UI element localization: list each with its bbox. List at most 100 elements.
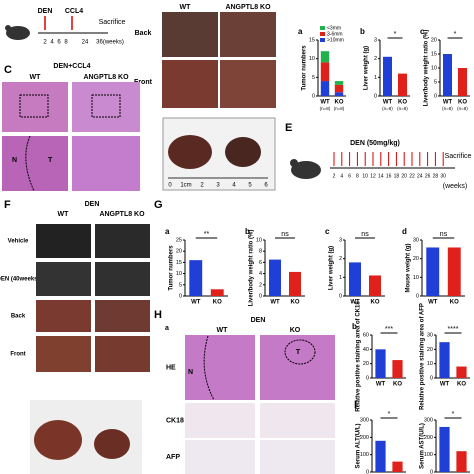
- y-tick-label: 0: [374, 93, 377, 99]
- bar-segment: [320, 81, 330, 96]
- image: [95, 300, 150, 332]
- image: [185, 440, 255, 474]
- row-label: Back: [11, 314, 26, 320]
- panel-label: H: [154, 309, 162, 321]
- bar: [375, 440, 386, 472]
- legend-swatch: [320, 38, 325, 42]
- panel-sublabel: c: [420, 27, 425, 36]
- histology-image: [72, 82, 140, 132]
- y-tick-label: 200: [360, 435, 369, 441]
- bar: [439, 342, 450, 378]
- image: [185, 335, 255, 400]
- panel-sublabel: b: [360, 27, 365, 36]
- mouse-icon: [291, 161, 321, 179]
- t-label: T: [296, 349, 301, 356]
- photo: [162, 60, 218, 108]
- x-tick-label: KO: [213, 300, 222, 306]
- y-axis-label: Liver/body weight ratio (%): [249, 230, 255, 307]
- legend-swatch: [320, 26, 325, 30]
- wt-label: WT: [58, 211, 70, 218]
- timeline-tick: 30: [440, 173, 446, 179]
- y-tick-label: 20: [363, 361, 369, 367]
- photo: [162, 12, 218, 57]
- timeline-tick: 22: [409, 173, 415, 179]
- row-label: HE: [166, 364, 176, 371]
- x-tick-label: KO: [398, 100, 407, 106]
- n-label: N: [12, 157, 17, 164]
- y-axis-label: Relative positive staining area of CK18: [356, 301, 362, 412]
- significance-label: *: [452, 411, 455, 418]
- x-tick-label: WT: [320, 100, 330, 106]
- histology-image: [72, 136, 140, 191]
- y-tick-label: 0: [416, 293, 419, 299]
- y-tick-label: 1: [339, 275, 342, 281]
- ruler-label: 4: [232, 183, 236, 189]
- y-tick-label: 8: [259, 249, 262, 255]
- timeline-tick: 4: [340, 173, 343, 179]
- image: [260, 403, 335, 438]
- x-tick-label: WT: [443, 100, 453, 106]
- y-tick-label: 6: [259, 260, 262, 266]
- histology-image: [2, 136, 68, 191]
- significance-label: ****: [448, 326, 459, 333]
- timeline-tick: 4: [50, 40, 54, 46]
- y-tick-label: 30: [427, 332, 433, 338]
- image: [36, 336, 91, 372]
- back-label: Back: [135, 30, 152, 37]
- x-tick-label: WT: [270, 300, 280, 306]
- ko-label: ANGPTL8 KO: [225, 4, 271, 11]
- mouse-icon: [6, 26, 30, 40]
- y-tick-label: 300: [424, 417, 433, 423]
- image: [185, 403, 255, 438]
- wt-label: WT: [217, 327, 229, 334]
- bar: [392, 360, 403, 378]
- x-tick-label: KO: [450, 300, 459, 306]
- boundary: [284, 339, 316, 365]
- y-tick-label: 100: [360, 452, 369, 458]
- histology-image: [2, 82, 68, 132]
- x-tick-label: WT: [383, 100, 393, 106]
- treatment-label: DEN (50mg/kg): [350, 140, 400, 147]
- significance-label: *: [394, 31, 397, 38]
- sample-size: (n=8): [397, 106, 408, 111]
- timeline-tick: 18: [394, 173, 400, 179]
- liver: [34, 420, 82, 460]
- timeline-top: DEN CCL4 Sacrifice 2 4 6 8 24 36(weeks): [5, 8, 126, 46]
- timeline-tick: 8: [64, 40, 68, 46]
- ko-label: ANGPTL8 KO: [99, 211, 145, 218]
- y-tick-label: 15: [431, 51, 437, 57]
- panel-sublabel: b: [245, 227, 250, 236]
- bar: [375, 349, 386, 378]
- significance-label: **: [204, 231, 210, 238]
- unit-label: (weeks): [443, 183, 468, 190]
- y-tick-label: 200: [424, 435, 433, 441]
- y-tick-label: 0: [339, 293, 342, 299]
- photos-top: WT ANGPTL8 KO Back Front 0 1cm 2 3 4 5 6: [134, 4, 276, 191]
- y-tick-label: 60: [363, 332, 369, 338]
- significance-label: ns: [361, 231, 369, 238]
- timeline-tick: 12: [370, 173, 376, 179]
- boundary: [25, 135, 35, 192]
- y-tick-label: 10: [309, 56, 315, 62]
- bar-segment: [334, 84, 344, 93]
- ko-label: KO: [290, 327, 301, 334]
- y-tick-label: 0: [434, 93, 437, 99]
- y-tick-label: 3: [374, 37, 377, 43]
- zoom-box: [91, 94, 121, 118]
- timeline-tick: 20: [401, 173, 407, 179]
- y-tick-label: 0: [259, 293, 262, 299]
- x-tick-label: KO: [291, 300, 300, 306]
- bar: [458, 68, 467, 96]
- photo: [220, 60, 276, 108]
- y-axis-label: Relative positive staining area of AFP: [420, 303, 426, 410]
- bar: [392, 461, 403, 472]
- liver: [168, 135, 212, 169]
- significance-label: *: [388, 411, 391, 418]
- bar: [439, 426, 450, 472]
- timeline-tick: 36(weeks): [96, 40, 124, 46]
- y-tick-label: 5: [434, 79, 437, 85]
- bar: [398, 73, 407, 96]
- y-tick-label: 100: [424, 452, 433, 458]
- image: [36, 262, 91, 296]
- x-tick-label: WT: [428, 300, 438, 306]
